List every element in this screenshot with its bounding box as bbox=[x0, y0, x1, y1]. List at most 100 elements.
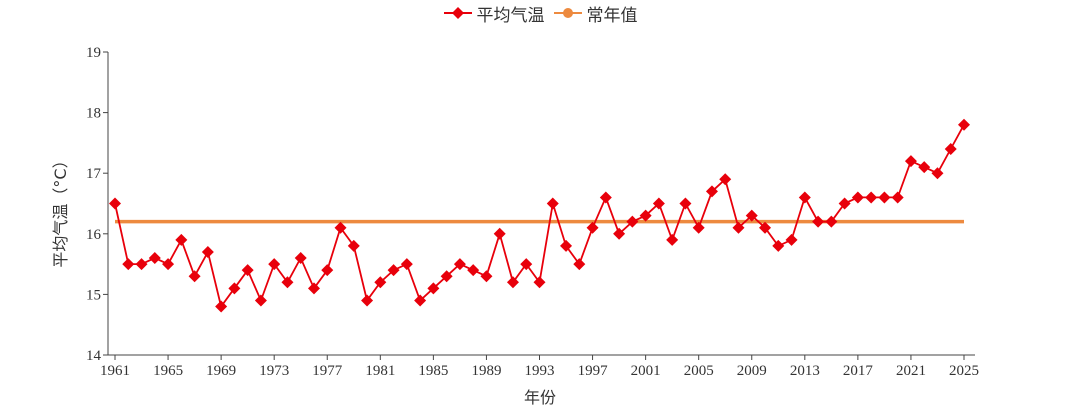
data-point-diamond[interactable] bbox=[122, 258, 135, 271]
data-point-diamond[interactable] bbox=[321, 264, 334, 277]
data-point-diamond[interactable] bbox=[732, 221, 745, 234]
legend-item-avg-temp[interactable]: 平均气温 bbox=[443, 1, 545, 26]
x-tick-label: 2021 bbox=[896, 363, 926, 379]
data-point-diamond[interactable] bbox=[400, 258, 413, 271]
data-point-diamond[interactable] bbox=[772, 239, 785, 252]
data-point-diamond[interactable] bbox=[785, 233, 798, 246]
x-tick-label: 1981 bbox=[365, 363, 395, 379]
legend-item-normal[interactable]: 常年值 bbox=[553, 1, 638, 26]
data-point-diamond[interactable] bbox=[427, 282, 440, 295]
data-point-diamond[interactable] bbox=[254, 294, 267, 307]
data-point-diamond[interactable] bbox=[268, 258, 281, 271]
data-point-diamond[interactable] bbox=[931, 167, 944, 180]
data-point-diamond[interactable] bbox=[626, 215, 639, 228]
x-tick-label: 1973 bbox=[259, 363, 289, 379]
axes: 14 15 16 17 18 19 1961 1965 1969 1973 1977 1981 1985… bbox=[86, 45, 979, 379]
data-point-diamond[interactable] bbox=[387, 264, 400, 277]
data-point-diamond[interactable] bbox=[361, 294, 374, 307]
data-point-diamond[interactable] bbox=[904, 155, 917, 168]
data-point-diamond[interactable] bbox=[692, 221, 705, 234]
data-point-diamond[interactable] bbox=[865, 191, 878, 204]
data-point-diamond[interactable] bbox=[175, 233, 188, 246]
x-tick-label: 2013 bbox=[790, 363, 820, 379]
data-point-diamond[interactable] bbox=[162, 258, 175, 271]
y-tick-label: 15 bbox=[86, 287, 101, 303]
data-point-diamond[interactable] bbox=[798, 191, 811, 204]
data-point-diamond[interactable] bbox=[639, 209, 652, 222]
y-tick-label: 19 bbox=[86, 45, 101, 61]
data-point-diamond[interactable] bbox=[148, 252, 161, 265]
x-tick-label: 1965 bbox=[153, 363, 183, 379]
data-point-diamond[interactable] bbox=[347, 239, 360, 252]
data-point-diamond[interactable] bbox=[533, 276, 546, 289]
data-point-diamond[interactable] bbox=[560, 239, 573, 252]
data-point-diamond[interactable] bbox=[719, 173, 732, 186]
data-point-diamond[interactable] bbox=[759, 221, 772, 234]
x-tick-label: 2005 bbox=[684, 363, 714, 379]
data-point-diamond[interactable] bbox=[440, 270, 453, 283]
data-point-diamond[interactable] bbox=[414, 294, 427, 307]
data-point-diamond[interactable] bbox=[307, 282, 320, 295]
x-tick-label: 1989 bbox=[471, 363, 501, 379]
circle-marker-icon bbox=[553, 8, 582, 18]
data-point-diamond[interactable] bbox=[838, 197, 851, 210]
avg-temp-series bbox=[109, 118, 970, 313]
legend-label-normal: 常年值 bbox=[586, 5, 638, 26]
x-tick-label: 1993 bbox=[525, 363, 555, 379]
data-point-diamond[interactable] bbox=[666, 233, 679, 246]
data-point-diamond[interactable] bbox=[546, 197, 559, 210]
data-point-diamond[interactable] bbox=[944, 142, 957, 155]
data-point-diamond[interactable] bbox=[135, 258, 148, 271]
data-point-diamond[interactable] bbox=[506, 276, 519, 289]
diamond-marker-icon bbox=[443, 7, 472, 19]
x-tick-label: 1997 bbox=[578, 363, 609, 379]
data-point-diamond[interactable] bbox=[520, 258, 533, 271]
data-point-diamond[interactable] bbox=[480, 270, 493, 283]
data-point-diamond[interactable] bbox=[188, 270, 201, 283]
data-point-diamond[interactable] bbox=[613, 227, 626, 240]
data-point-diamond[interactable] bbox=[467, 264, 480, 277]
data-point-diamond[interactable] bbox=[294, 252, 307, 265]
data-point-diamond[interactable] bbox=[493, 227, 506, 240]
data-point-diamond[interactable] bbox=[705, 185, 718, 198]
data-point-diamond[interactable] bbox=[281, 276, 294, 289]
x-tick-label: 2025 bbox=[949, 363, 979, 379]
data-point-diamond[interactable] bbox=[241, 264, 254, 277]
data-point-diamond[interactable] bbox=[215, 300, 228, 313]
data-point-diamond[interactable] bbox=[453, 258, 466, 271]
data-point-diamond[interactable] bbox=[891, 191, 904, 204]
data-point-diamond[interactable] bbox=[679, 197, 692, 210]
data-point-diamond[interactable] bbox=[586, 221, 599, 234]
legend-label-avg-temp: 平均气温 bbox=[476, 5, 545, 26]
data-point-diamond[interactable] bbox=[745, 209, 758, 222]
data-point-diamond[interactable] bbox=[228, 282, 241, 295]
data-point-diamond[interactable] bbox=[573, 258, 586, 271]
chart-legend: 平均气温 常年值 bbox=[0, 0, 1080, 26]
data-point-diamond[interactable] bbox=[599, 191, 612, 204]
x-tick-label: 2009 bbox=[737, 363, 767, 379]
x-tick-label: 1985 bbox=[418, 363, 448, 379]
data-point-diamond[interactable] bbox=[812, 215, 825, 228]
data-point-diamond[interactable] bbox=[652, 197, 665, 210]
data-point-diamond[interactable] bbox=[958, 118, 970, 131]
data-point-diamond[interactable] bbox=[878, 191, 891, 204]
data-point-diamond[interactable] bbox=[109, 197, 121, 210]
y-tick-label: 17 bbox=[86, 166, 102, 182]
data-point-diamond[interactable] bbox=[334, 221, 347, 234]
data-point-diamond[interactable] bbox=[201, 245, 214, 258]
y-axis-title: 平均气温（°C） bbox=[51, 152, 70, 267]
x-tick-label: 1977 bbox=[312, 363, 343, 379]
y-tick-label: 18 bbox=[86, 106, 101, 122]
data-point-diamond[interactable] bbox=[825, 215, 838, 228]
data-point-diamond[interactable] bbox=[918, 161, 931, 174]
x-tick-label: 2017 bbox=[843, 363, 874, 379]
y-tick-label: 16 bbox=[86, 227, 102, 243]
y-tick-label: 14 bbox=[86, 348, 102, 364]
x-axis-title: 年份 bbox=[524, 388, 556, 407]
x-tick-label: 1961 bbox=[100, 363, 130, 379]
x-tick-label: 1969 bbox=[206, 363, 236, 379]
data-point-diamond[interactable] bbox=[374, 276, 387, 289]
data-point-diamond[interactable] bbox=[851, 191, 864, 204]
x-tick-label: 2001 bbox=[631, 363, 661, 379]
